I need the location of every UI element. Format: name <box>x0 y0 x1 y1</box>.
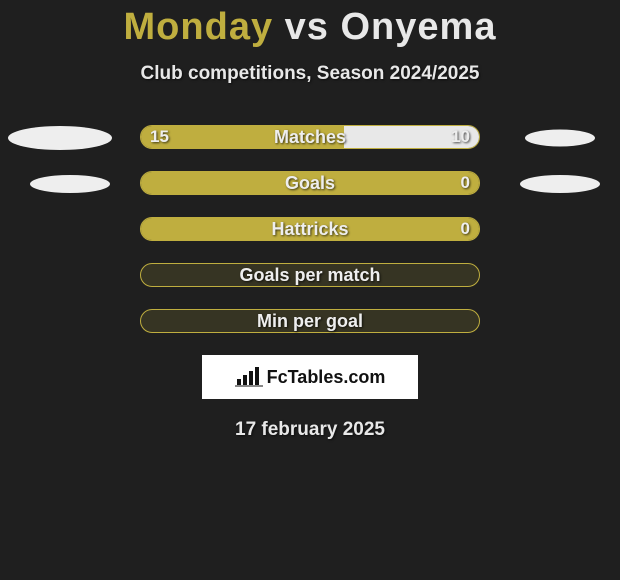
player1-ellipse <box>30 175 110 193</box>
stats-container: Matches1510 Goals0 Hattricks0 Goals per mat… <box>0 125 620 335</box>
site-logo: FcTables.com <box>202 355 418 399</box>
stat-bar <box>140 217 480 241</box>
site-logo-content: FcTables.com <box>235 367 386 388</box>
stat-bar-fill-left <box>141 126 344 148</box>
stat-row: Goals per match <box>0 263 620 289</box>
stat-row: Goals0 <box>0 171 620 197</box>
site-logo-text: FcTables.com <box>267 367 386 388</box>
subtitle: Club competitions, Season 2024/2025 <box>0 63 620 85</box>
stat-row: Hattricks0 <box>0 217 620 243</box>
date-label: 17 february 2025 <box>0 419 620 441</box>
stat-bar-fill-left <box>141 218 479 240</box>
stat-bar-fill-right <box>344 126 479 148</box>
stat-bar <box>140 125 480 149</box>
comparison-title: Monday vs Onyema <box>0 6 620 49</box>
player1-ellipse <box>8 126 112 150</box>
vs-label: vs <box>285 6 329 48</box>
stat-row: Matches1510 <box>0 125 620 151</box>
player1-name: Monday <box>124 6 274 48</box>
player2-ellipse <box>520 175 600 193</box>
bar-chart-icon <box>235 367 263 387</box>
player2-name: Onyema <box>341 6 497 48</box>
stat-bar <box>140 263 480 287</box>
stat-bar <box>140 309 480 333</box>
stat-bar <box>140 171 480 195</box>
stat-row: Min per goal <box>0 309 620 335</box>
player2-ellipse <box>525 130 595 147</box>
infographic-root: Monday vs Onyema Club competitions, Seas… <box>0 0 620 441</box>
stat-bar-fill-left <box>141 172 479 194</box>
